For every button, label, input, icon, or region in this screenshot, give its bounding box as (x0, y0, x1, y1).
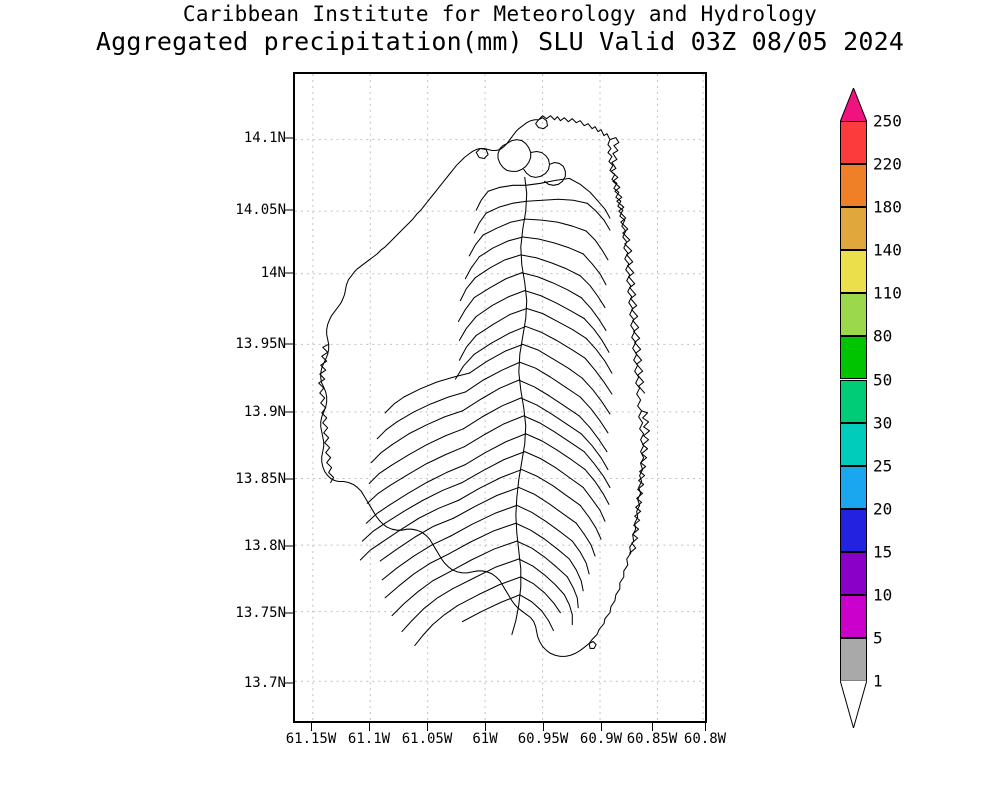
y-tick-mark (285, 411, 293, 413)
x-tick-mark (543, 723, 544, 731)
colorbar-label: 140 (873, 240, 902, 260)
colorbar-label: 80 (873, 326, 893, 346)
y-tick-mark (285, 209, 293, 211)
x-tick-label: 60.85W (626, 731, 678, 747)
colorbar: 250 220 180 140 110 80 50 30 25 20 15 10… (840, 88, 902, 728)
y-tick-label: 13.9N (243, 404, 286, 420)
y-tick-mark (285, 137, 293, 139)
colorbar-segment (840, 594, 867, 638)
saint-lucia-map (318, 115, 651, 657)
colorbar-label: 30 (873, 413, 893, 432)
colorbar-label: 110 (873, 283, 902, 303)
y-tick-label: 13.85N (235, 471, 286, 487)
colorbar-label: 20 (873, 499, 893, 519)
coastline-outline (320, 115, 645, 657)
y-tick-label: 13.75N (235, 605, 286, 621)
colorbar-label: 220 (873, 154, 902, 174)
x-tick-mark (652, 723, 653, 731)
colorbar-segment (840, 207, 867, 251)
x-tick-label: 60.9W (579, 731, 623, 747)
colorbar-segment (840, 551, 867, 595)
x-tick-mark (311, 723, 312, 731)
y-tick-mark (285, 343, 293, 345)
x-tick-mark (369, 723, 370, 731)
coastline-west-detail (318, 343, 335, 483)
colorbar-segment (840, 121, 867, 165)
colorbar-label: 250 (873, 111, 902, 131)
watershed-boundaries (359, 176, 613, 646)
y-tick-mark (285, 545, 293, 547)
coastline-east-detail (609, 137, 646, 394)
page-title: Aggregated precipitation(mm) SLU Valid 0… (95, 27, 905, 56)
y-tick-mark (285, 478, 293, 480)
colorbar-segment (840, 293, 867, 337)
north-west-islet (475, 148, 489, 159)
colorbar-segment (840, 379, 867, 423)
x-tick-mark (601, 723, 602, 731)
y-tick-mark (285, 682, 293, 684)
colorbar-segment (840, 637, 867, 681)
north-bay-inlet (523, 150, 551, 178)
colorbar-label: 5 (873, 628, 883, 648)
graticule-grid (295, 74, 705, 721)
colorbar-segments (840, 121, 867, 681)
colorbar-label: 25 (873, 456, 893, 476)
y-tick-mark (285, 272, 293, 274)
colorbar-label: 1 (873, 671, 883, 691)
x-tick-mark (705, 723, 706, 731)
colorbar-segment (840, 336, 867, 380)
y-tick-label: 14N (260, 265, 286, 281)
x-tick-label: 61.1W (347, 731, 391, 747)
x-tick-mark (427, 723, 428, 731)
north-tip-islet (535, 117, 549, 130)
x-tick-label: 61.15W (285, 731, 337, 747)
map-plot-area (293, 72, 707, 723)
coastline-east-detail-2 (629, 410, 651, 554)
colorbar-label: 180 (873, 197, 902, 217)
colorbar-label: 15 (873, 542, 893, 562)
x-tick-mark (485, 723, 486, 731)
y-tick-label: 13.7N (243, 675, 286, 691)
north-peninsula-outline (497, 139, 532, 172)
y-tick-mark (285, 612, 293, 614)
colorbar-segment (840, 422, 867, 466)
institute-title: Caribbean Institute for Meteorology and … (182, 2, 818, 26)
colorbar-segment (840, 250, 867, 294)
y-tick-label: 13.95N (235, 336, 286, 352)
x-tick-label: 61W (472, 731, 498, 747)
title-block: Caribbean Institute for Meteorology and … (0, 2, 1000, 56)
colorbar-extend-max-arrow (840, 88, 867, 122)
colorbar-segment (840, 508, 867, 552)
colorbar-extend-min-arrow (840, 680, 867, 728)
colorbar-label: 10 (873, 585, 893, 605)
x-tick-label: 61.05W (401, 731, 453, 747)
y-tick-label: 13.8N (243, 538, 286, 554)
x-tick-label: 60.8W (683, 731, 727, 747)
north-east-headland (544, 161, 566, 186)
colorbar-segment (840, 164, 867, 208)
maria-islands-islet (588, 640, 597, 649)
y-tick-label: 14.05N (235, 202, 286, 218)
colorbar-label: 50 (873, 370, 893, 389)
y-tick-label: 14.1N (243, 130, 286, 146)
colorbar-segment (840, 465, 867, 509)
x-tick-label: 60.95W (517, 731, 569, 747)
